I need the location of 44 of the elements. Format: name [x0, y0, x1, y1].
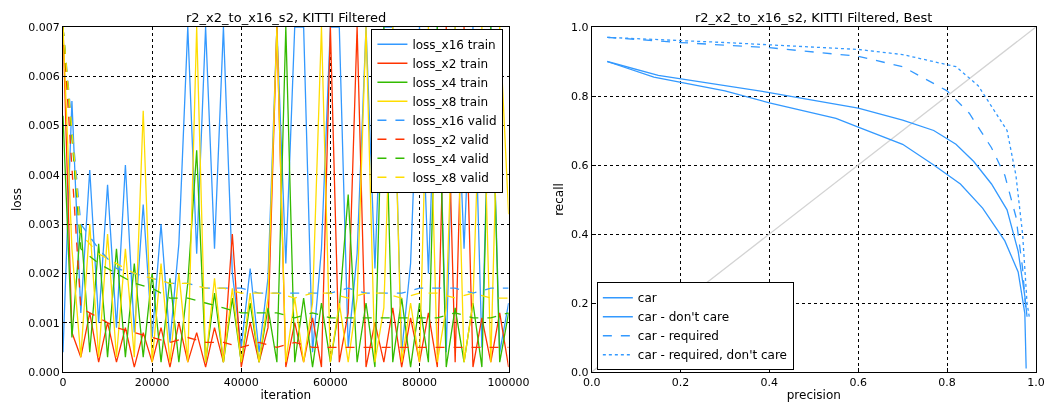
x-tick-label: 1.0: [1027, 376, 1045, 390]
legend-label: loss_x2 train: [412, 56, 489, 71]
y-tick-label: 0.006: [28, 70, 60, 84]
legend-label: loss_x4 valid: [412, 151, 489, 166]
x-tick-label: 60000: [312, 376, 348, 390]
chart-title: r2_x2_to_x16_s2, KITTI Filtered: [186, 10, 387, 25]
x-tick-label: 80000: [402, 376, 437, 390]
x-tick-label: 20000: [134, 376, 170, 390]
y-tick-label: 0.001: [28, 316, 60, 330]
x-tick-label: 0.0: [582, 376, 601, 390]
x-tick-label: 0: [59, 376, 67, 390]
x-tick-label: 0.4: [760, 376, 779, 390]
legend-label: loss_x8 train: [412, 94, 489, 109]
y-tick-label: 0.000: [28, 365, 60, 379]
legend-label: loss_x4 train: [412, 75, 489, 90]
y-tick-label: 0.003: [28, 217, 60, 231]
legend-label: car - don't care: [637, 310, 730, 325]
y-axis-title: recall: [552, 183, 567, 216]
legend-label: loss_x8 valid: [412, 170, 489, 185]
y-tick-label: 0.4: [570, 227, 589, 241]
y-tick-label: 0.0: [570, 365, 589, 379]
x-tick-label: 40000: [223, 376, 259, 390]
y-tick-label: 0.6: [570, 158, 589, 172]
x-tick-label: 0.8: [938, 376, 956, 390]
y-tick-label: 1.0: [570, 20, 589, 34]
legend-label: car: [637, 291, 657, 306]
legend-label: car - required: [637, 329, 719, 344]
y-tick-label: 0.004: [28, 168, 60, 182]
y-axis-title: loss: [9, 187, 24, 212]
legend-label: loss_x2 valid: [412, 132, 489, 147]
x-tick-label: 100000: [487, 376, 530, 390]
y-tick-label: 0.2: [570, 296, 589, 310]
legend-label: loss_x16 valid: [412, 113, 497, 128]
x-axis-title: precision: [786, 388, 841, 403]
x-tick-label: 0.2: [671, 376, 690, 390]
x-axis-title: iteration: [260, 388, 312, 403]
legend-label: loss_x16 train: [412, 37, 496, 52]
y-tick-label: 0.005: [28, 119, 60, 133]
x-tick-label: 0.6: [849, 376, 867, 390]
y-tick-label: 0.8: [570, 89, 589, 103]
y-tick-label: 0.002: [28, 267, 60, 281]
chart-title: r2_x2_to_x16_s2, KITTI Filtered, Best: [695, 10, 933, 25]
y-tick-label: 0.007: [28, 20, 60, 34]
legend-label: car - required, don't care: [637, 348, 787, 363]
